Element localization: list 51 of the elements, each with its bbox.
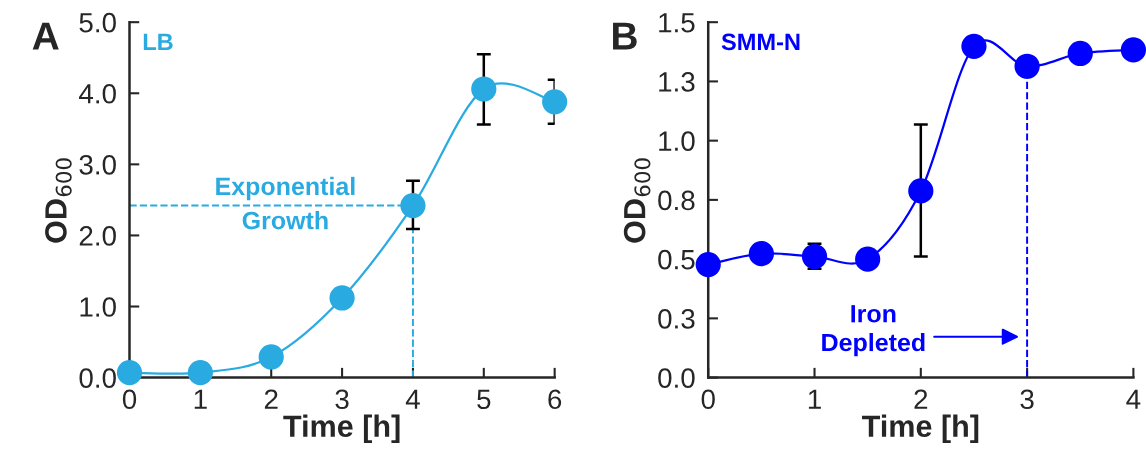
x-tick-label: 4 — [405, 389, 420, 409]
x-tick-label: 1 — [808, 389, 821, 409]
x-tick-label: 1 — [194, 389, 207, 409]
x-axis-title: Time [h] — [283, 414, 400, 444]
point — [542, 89, 568, 115]
x-axis-title: Time [h] — [862, 414, 979, 444]
x-tick-label: 5 — [477, 389, 491, 410]
point — [1120, 37, 1146, 63]
y-axis-title: OD$_{600}$ — [45, 158, 72, 243]
x-tick-label: 3 — [1020, 389, 1034, 410]
annotation: Exponential Growth — [216, 176, 355, 230]
y-tick-label: 5.0 — [79, 12, 116, 33]
point — [329, 285, 355, 311]
point — [855, 246, 881, 272]
chart-title: A — [32, 22, 59, 50]
y-tick-label: 1.0 — [659, 131, 695, 151]
point — [400, 192, 426, 219]
point — [748, 241, 774, 267]
y-tick-label: 1.3 — [659, 72, 695, 92]
x-tick-label: 0 — [122, 389, 137, 410]
point — [1014, 53, 1040, 79]
y-tick-label: 0.0 — [658, 368, 695, 388]
point — [187, 360, 213, 386]
x-tick-label: 4 — [1126, 389, 1141, 409]
point — [961, 33, 987, 59]
point — [258, 344, 284, 370]
y-tick-label: 0.5 — [658, 249, 695, 270]
point — [695, 251, 721, 278]
point — [471, 76, 497, 102]
point — [1067, 40, 1093, 67]
y-tick-label: 3.0 — [79, 155, 116, 175]
x-tick-label: 2 — [264, 389, 278, 409]
y-axis-title: OD$_{600}$ — [623, 158, 651, 243]
x-tick-label: 2 — [914, 389, 928, 409]
point — [801, 243, 828, 270]
y-tick-label: 0.0 — [79, 368, 116, 388]
y-tick-label: 2.0 — [79, 226, 116, 246]
text: LB — [143, 33, 173, 50]
x-tick-label: 0 — [701, 389, 715, 410]
point — [908, 178, 934, 204]
y-tick-label: 0.3 — [658, 309, 695, 329]
chart-title: B — [613, 22, 637, 50]
x-tick-label: 3 — [335, 389, 349, 410]
y-tick-label: 0.8 — [658, 190, 695, 211]
y-tick-label: 4.0 — [79, 83, 116, 104]
x-tick-label: 6 — [548, 389, 562, 410]
annotation: Iron Depleted — [822, 305, 925, 357]
y-tick-label: 1.0 — [80, 297, 116, 317]
y-tick-label: 1.5 — [659, 13, 695, 33]
point — [116, 360, 143, 386]
text: SMM-N — [721, 33, 800, 51]
